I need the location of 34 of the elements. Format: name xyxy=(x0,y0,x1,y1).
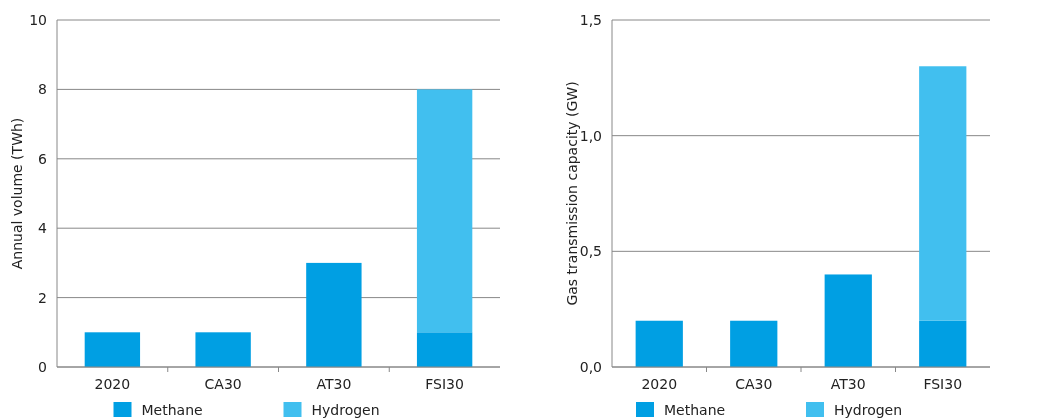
y-tick-label: 4 xyxy=(38,220,48,237)
y-tick-label: 2 xyxy=(38,289,47,306)
bar xyxy=(919,66,967,321)
bar xyxy=(919,320,967,367)
x-tick-label: 2020 xyxy=(94,376,131,392)
x-tick-label: AT30 xyxy=(316,376,352,392)
y-axis-title: Annual volume (TWh) xyxy=(9,117,25,270)
y-tick-label: 10 xyxy=(29,11,47,28)
y-axis-title: Gas transmission capacity (GW) xyxy=(564,81,580,306)
bar xyxy=(635,320,683,367)
x-tick-label: FSI30 xyxy=(923,376,963,392)
y-tick-label: 0,5 xyxy=(579,243,602,260)
bar xyxy=(195,332,251,367)
x-tick-label: AT30 xyxy=(830,376,866,392)
y-tick-label: 1,5 xyxy=(579,11,602,28)
legend-label: Hydrogen xyxy=(834,402,903,418)
bar xyxy=(824,274,872,367)
x-tick-label: FSI30 xyxy=(425,376,464,392)
x-tick-label: 2020 xyxy=(641,376,678,392)
legend-label: Methane xyxy=(664,402,726,418)
y-tick-label: 0,0 xyxy=(579,358,602,375)
bar xyxy=(730,320,778,367)
x-tick-label: CA30 xyxy=(735,376,773,392)
y-tick-label: 1,0 xyxy=(579,127,602,144)
bar xyxy=(416,89,473,333)
y-tick-label: 0 xyxy=(38,358,47,375)
x-tick-label: CA30 xyxy=(204,376,242,392)
legend-label: Methane xyxy=(141,402,203,418)
bar xyxy=(306,262,362,367)
legend-label: Hydrogen xyxy=(311,402,380,418)
y-tick-label: 8 xyxy=(38,81,47,98)
bar xyxy=(416,332,473,367)
y-tick-label: 6 xyxy=(38,150,48,167)
bar xyxy=(84,332,141,367)
